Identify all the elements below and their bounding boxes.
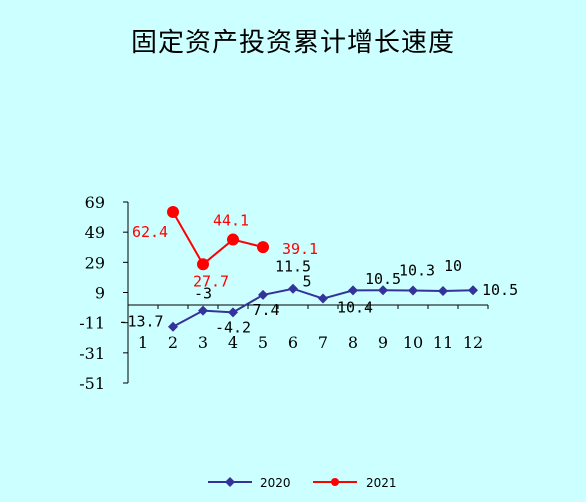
series-2021-point: [197, 258, 209, 271]
legend: 2020 2021: [208, 476, 397, 490]
series-2021-line: [172, 211, 264, 266]
data-label-2020: -3: [194, 285, 212, 303]
data-label-2020: -13.7: [118, 313, 163, 331]
x-tick-label: 9: [378, 333, 388, 352]
x-tick-label: 8: [348, 333, 358, 352]
series-2020-point: [258, 289, 268, 300]
series-2020-point: [348, 285, 358, 296]
data-label-2020: 10: [444, 257, 462, 275]
series-2020-point: [408, 285, 418, 296]
data-label-2020: 10.5: [365, 270, 401, 288]
series-2020-point: [168, 321, 178, 332]
y-tick-label: -51: [79, 374, 105, 393]
data-label-2021: 62.4: [132, 223, 168, 241]
series-2020-point: [378, 285, 388, 296]
x-tick-label: 6: [288, 333, 298, 352]
x-tick-label: 3: [198, 333, 208, 352]
data-label-2020: 7.4: [252, 301, 279, 319]
data-label-2020: 10.5: [482, 281, 518, 299]
y-tick-label: 69: [85, 193, 105, 212]
x-tick-label: 5: [258, 333, 268, 352]
x-tick-label: 4: [228, 333, 238, 352]
data-label-2020: 11.5: [275, 258, 311, 276]
x-tick-label: 2: [168, 333, 178, 352]
series-2020-point: [438, 285, 448, 296]
series-2021-point: [167, 205, 179, 218]
data-label-2020: 10.4: [337, 298, 373, 316]
series-2021-point: [257, 241, 269, 254]
chart-title: 固定资产投资累计增长速度: [130, 28, 455, 58]
series-layer: [167, 205, 478, 332]
x-axis-ticks: 1 2 3 4 5 6 7 8 9 10 11 12: [138, 305, 489, 352]
data-label-2020: -4.2: [215, 318, 251, 336]
series-2020-point: [318, 293, 328, 304]
legend-2020-marker: [225, 477, 235, 487]
y-tick-label: -31: [79, 344, 105, 363]
y-tick-label: 49: [85, 223, 105, 242]
series-2021-point: [227, 233, 239, 246]
x-tick-label: 7: [318, 333, 328, 352]
x-tick-label: 10: [403, 333, 423, 352]
x-tick-label: 12: [463, 333, 483, 352]
data-label-2021: 44.1: [213, 212, 249, 230]
series-2020-point: [198, 305, 208, 316]
y-tick-label: 9: [95, 284, 105, 303]
y-tick-label: -11: [79, 314, 105, 333]
legend-2021-marker: [331, 478, 339, 486]
legend-2020-label: 2020: [260, 476, 291, 490]
data-label-2021: 27.7: [193, 272, 229, 290]
y-tick-label: 29: [85, 253, 105, 272]
series-2020-point: [228, 307, 238, 318]
data-label-2020: 5: [302, 273, 311, 291]
data-label-2021: 39.1: [282, 240, 318, 258]
x-tick-label: 1: [138, 333, 148, 352]
series-2020-point: [468, 285, 478, 296]
legend-2021-label: 2021: [366, 476, 397, 490]
x-tick-label: 11: [433, 333, 453, 352]
y-axis-ticks: 69 49 29 9 -11 -31 -51: [79, 193, 128, 393]
series-2020-point: [288, 283, 298, 294]
data-label-2020: 10.3: [399, 262, 435, 280]
